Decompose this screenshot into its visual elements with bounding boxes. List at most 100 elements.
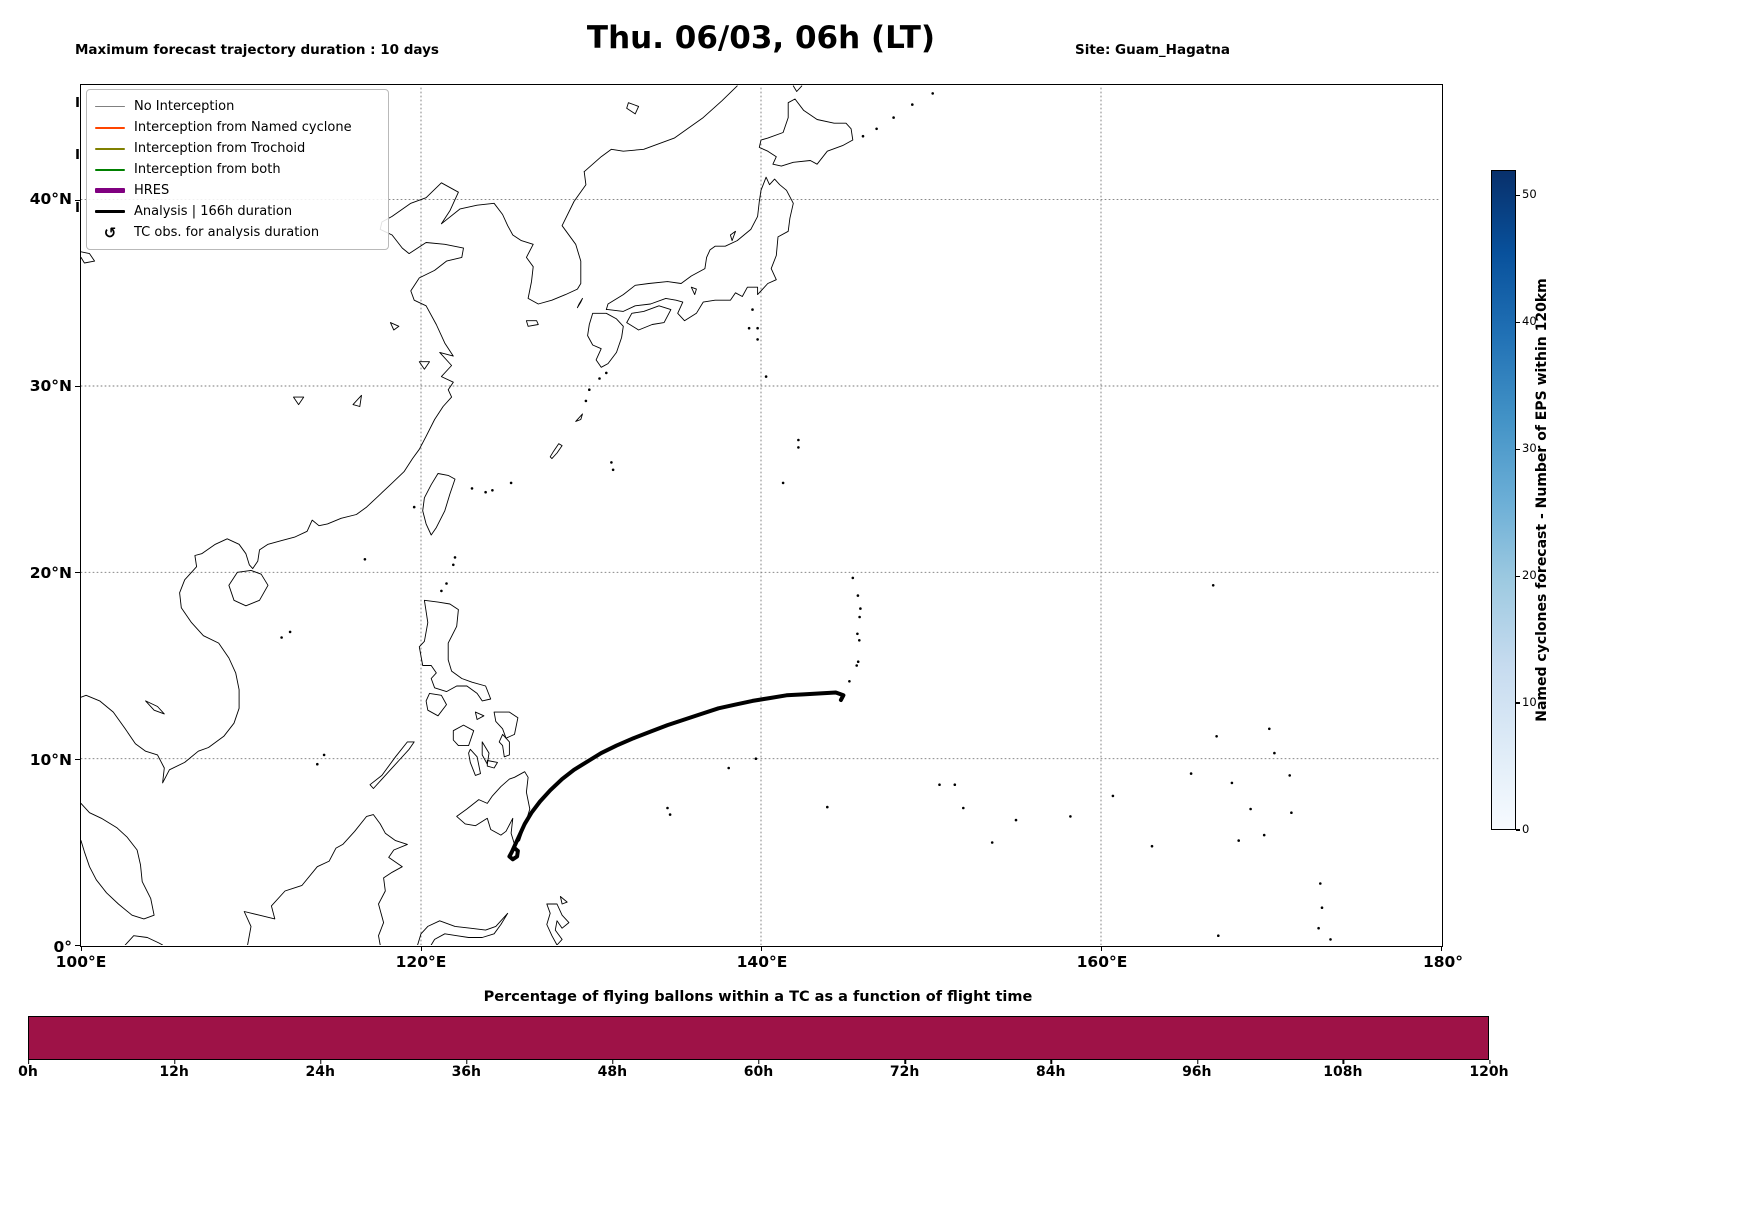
map-plot: No Interception Interception from Named … [80, 84, 1443, 947]
island-dot [316, 762, 319, 766]
coastline [493, 711, 519, 739]
island-dot [855, 664, 858, 667]
island-dot [990, 841, 994, 844]
colorbar-tick-mark [1516, 321, 1520, 323]
island-dot [1320, 906, 1324, 909]
colorbar-tick-mark [1516, 702, 1520, 704]
island-dot [1317, 926, 1320, 930]
island-dot [797, 446, 800, 449]
island-dot [445, 582, 448, 585]
island-dot [1014, 818, 1018, 822]
coastline [690, 286, 697, 296]
legend-line-swatch [95, 126, 125, 129]
legend-item-label: Analysis | 166h duration [134, 204, 293, 219]
island-dot [668, 813, 672, 816]
colorbar-tick-label: 50 [1522, 187, 1537, 202]
island-dot [1268, 727, 1271, 731]
y-axis-tick-mark [75, 572, 80, 574]
coastline [583, 85, 738, 173]
island-dot [280, 636, 283, 639]
island-dot [1273, 751, 1276, 755]
coastline [418, 361, 430, 370]
coastline [575, 413, 583, 422]
island-dot [911, 103, 914, 106]
legend-item: Interception from Named cyclone [95, 117, 380, 138]
island-dot [1150, 844, 1154, 848]
legend: No Interception Interception from Named … [86, 89, 389, 250]
island-dot [1262, 833, 1266, 837]
island-dot [1230, 781, 1234, 785]
island-dot [754, 757, 758, 760]
bottom-tick-label: 96h [1182, 1060, 1212, 1080]
y-axis-tick-label: 20°N [29, 564, 72, 582]
coastline [626, 305, 672, 331]
legend-item: HRES [95, 180, 380, 201]
island-dot [452, 563, 455, 567]
island-dot [848, 680, 851, 683]
island-dot [453, 556, 457, 559]
island-dot [938, 783, 941, 786]
coastline [559, 896, 568, 905]
trajectory-analysis-line [507, 690, 846, 862]
coastline [425, 692, 447, 717]
x-axis-tick-mark [1100, 945, 1103, 951]
map-svg [81, 85, 1441, 945]
coastline [228, 569, 269, 607]
coastline [474, 711, 485, 720]
coastline [626, 102, 640, 115]
island-dot [1211, 584, 1215, 587]
bottom-tick-label: 36h [451, 1060, 482, 1080]
y-axis-tick-mark [75, 944, 80, 947]
x-axis-tick-label: 120°E [395, 953, 447, 971]
colorbar-label: Named cyclones forecast - Number of EPS … [1534, 278, 1550, 722]
coastline [498, 733, 510, 758]
coastline [452, 724, 475, 747]
island-dot [727, 766, 730, 770]
legend-item-label: TC obs. for analysis duration [134, 225, 320, 240]
legend-item-label: Interception from Named cyclone [134, 120, 352, 135]
island-dot [856, 632, 859, 636]
percentage-bar [28, 1016, 1489, 1060]
colorbar-tick-mark [1516, 829, 1520, 831]
y-axis-tick-label: 40°N [29, 190, 72, 208]
island-dot [856, 660, 860, 663]
island-dot [859, 607, 862, 610]
y-axis-tick-mark [75, 758, 80, 760]
island-dot [288, 630, 292, 634]
legend-line-swatch [95, 147, 125, 150]
island-dot [363, 558, 367, 561]
coastline [243, 814, 408, 945]
coastline [81, 802, 155, 920]
island-dot [1237, 839, 1240, 842]
tc-obs-icon: ↺ [103, 223, 117, 242]
x-axis-tick-label: 140°E [736, 953, 788, 971]
island-dot [1288, 774, 1291, 777]
legend-item-label: No Interception [134, 99, 235, 114]
island-dot [892, 116, 895, 119]
bottom-tick-label: 84h [1035, 1060, 1066, 1080]
colorbar-tick-label: 30 [1522, 441, 1537, 456]
legend-item-label: Interception from Trochoid [134, 141, 306, 156]
colorbar-tick-label: 20 [1522, 568, 1537, 583]
island-dot [605, 371, 608, 375]
coastline [729, 230, 736, 242]
island-dot [666, 806, 669, 810]
y-axis-tick-label: 30°N [29, 377, 72, 395]
colorbar-tick-mark [1516, 194, 1520, 196]
legend-item-label: Interception from both [134, 162, 281, 177]
island-dot [756, 326, 759, 330]
island-dot [412, 505, 416, 509]
bottom-chart-title: Percentage of flying ballons within a TC… [483, 989, 1033, 1005]
island-dot [781, 481, 785, 485]
island-dot [322, 753, 326, 757]
island-dot [598, 377, 601, 380]
island-dot [1319, 882, 1322, 885]
x-axis-tick-mark [420, 945, 423, 951]
coastline [81, 171, 587, 784]
island-dot [851, 576, 855, 580]
island-dot [611, 468, 615, 472]
island-dot [1290, 811, 1293, 814]
coastline [605, 176, 794, 322]
island-dot [440, 589, 443, 593]
island-dot [962, 806, 965, 810]
